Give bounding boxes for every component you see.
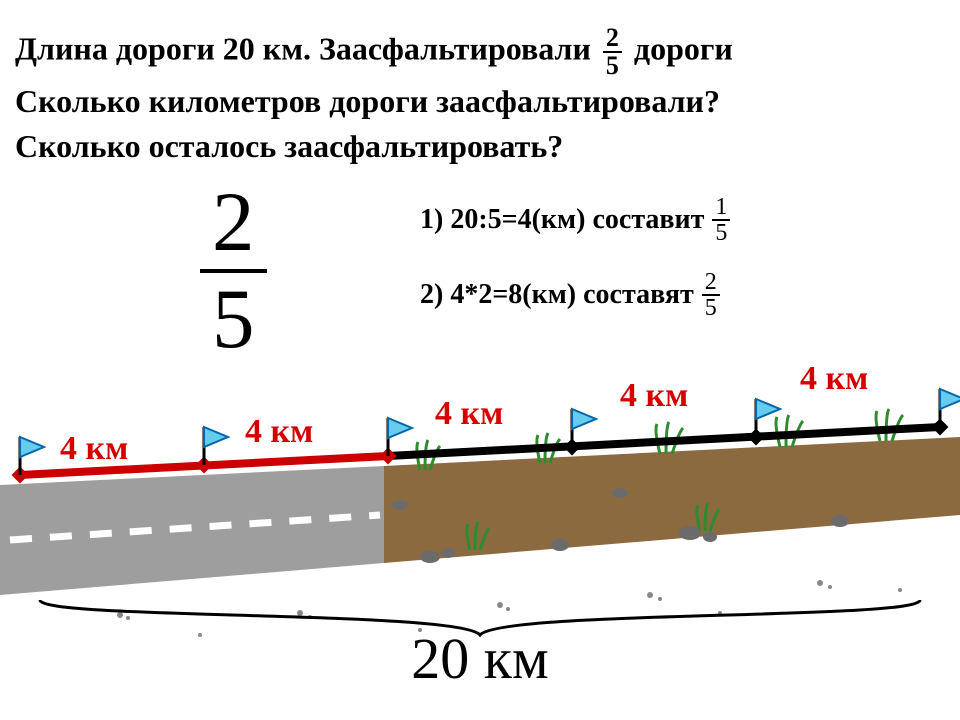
segment-label-2: 4 км: [245, 413, 313, 451]
step2-text: 2) 4*2=8(км) составят: [420, 279, 694, 311]
problem-line3: Сколько осталось заасфальтировать?: [15, 128, 563, 164]
solution-step-2: 2) 4*2=8(км) составят 2 5: [420, 270, 720, 320]
segment-label-5: 4 км: [800, 360, 868, 398]
segment-label-4: 4 км: [620, 377, 688, 415]
asphalt-section: [0, 466, 384, 595]
step2-fraction: 2 5: [702, 270, 720, 320]
step1-fraction: 1 5: [712, 195, 730, 245]
solution-step-1: 1) 20:5=4(км) составит 1 5: [420, 195, 730, 245]
big-frac-num: 2: [200, 180, 267, 273]
problem-line1a: Длина дороги 20 км. Заасфальтировали: [15, 30, 591, 66]
frac-den: 5: [603, 53, 622, 79]
total-label: 20 км: [0, 625, 960, 692]
problem-line2: Сколько километров дороги заасфальтирова…: [15, 83, 720, 119]
segment-label-1: 4 км: [60, 430, 128, 468]
dirt-section: [384, 437, 960, 563]
problem-text: Длина дороги 20 км. Заасфальтировали 2 5…: [15, 25, 945, 169]
problem-line1b: дороги: [634, 30, 733, 66]
problem-fraction: 2 5: [603, 25, 622, 79]
frac-num: 2: [603, 25, 622, 53]
road-diagram: 4 км 4 км 4 км 4 км 4 км 20 км: [0, 335, 960, 715]
segment-label-3: 4 км: [435, 395, 503, 433]
step1-text: 1) 20:5=4(км) составит: [420, 204, 704, 236]
